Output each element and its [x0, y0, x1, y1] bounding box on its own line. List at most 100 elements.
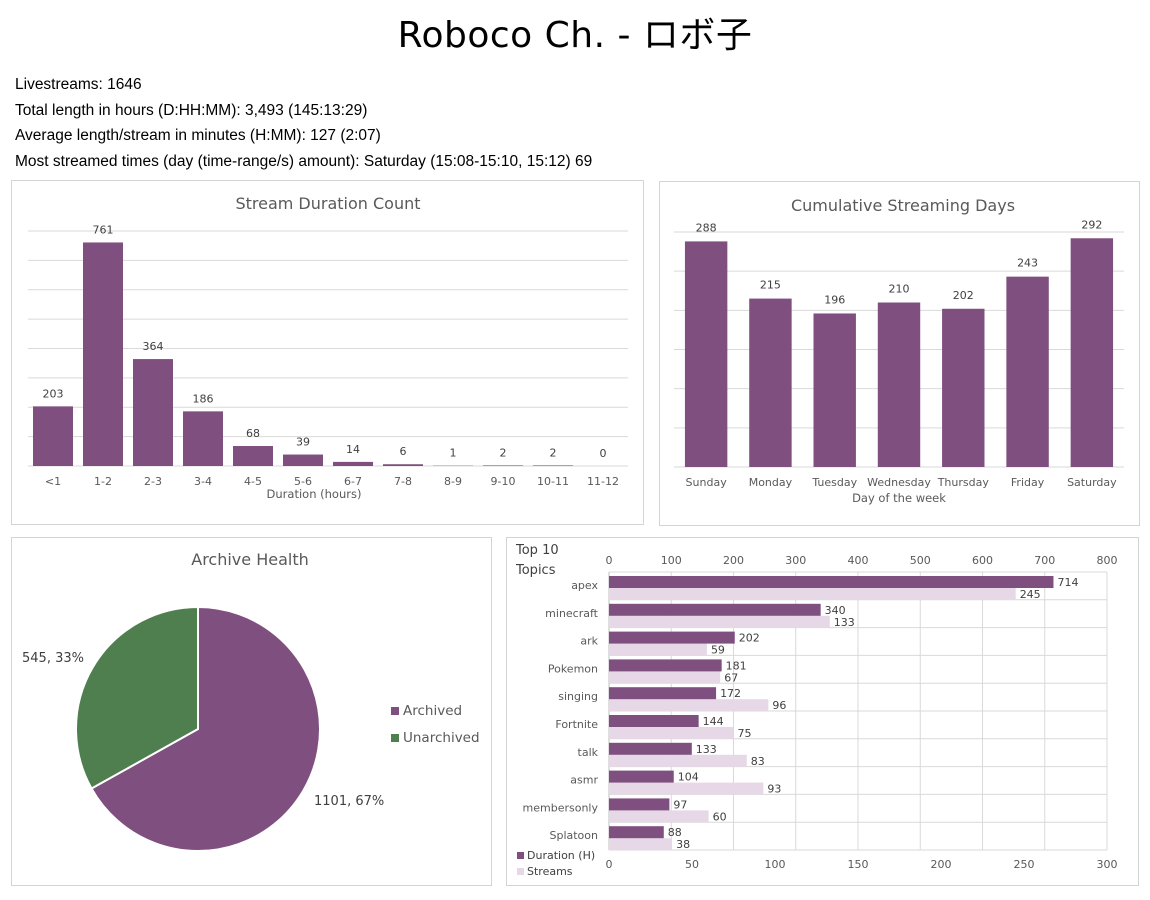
bar-streams-splatoon — [609, 838, 673, 851]
data-label-duration-ark: 202 — [739, 632, 760, 645]
stats-block: Livestreams: 1646 Total length in hours … — [15, 72, 592, 175]
data-label-5-6: 39 — [296, 436, 310, 449]
cumulative-days-chart: Cumulative Streaming Days 288 Sunday 215 Mon… — [659, 181, 1140, 526]
data-label-saturday: 292 — [1081, 218, 1102, 231]
x-tick-4-5: 4-5 — [244, 475, 262, 488]
x-tick-11-12: 11-12 — [587, 475, 619, 488]
category-label-ark: ark — [580, 635, 598, 648]
category-label-apex: apex — [571, 579, 598, 592]
stat-average-length: Average length/stream in minutes (H:MM):… — [15, 127, 381, 145]
stat-most-streamed-times: Most streamed times (day (time-range/s) … — [15, 153, 593, 171]
bar-5-6 — [283, 454, 323, 466]
bar-streams-pokemon — [609, 671, 721, 684]
x-tick-5-6: 5-6 — [294, 475, 312, 488]
bar-sunday — [684, 241, 728, 467]
bar-3-4 — [183, 411, 223, 466]
data-label-9-10: 2 — [500, 446, 507, 459]
top-topics-chart-svg: 0 100 200 300 400 500 600 700 800 0 50 100 150 200 250… — [515, 543, 1118, 878]
data-label-duration-asmr: 104 — [678, 771, 699, 784]
bottom-axis-tick-250: 250 — [1014, 858, 1035, 871]
bar-9-10 — [483, 465, 523, 466]
data-label-streams-talk: 83 — [751, 755, 765, 768]
bar-streams-apex — [609, 588, 1016, 600]
data-label-3-4: 186 — [193, 392, 214, 405]
bottom-axis-tick-0: 0 — [606, 858, 613, 871]
data-label-1-2: 761 — [93, 223, 114, 236]
top-axis-tick-400: 400 — [848, 554, 869, 567]
category-label-minecraft: minecraft — [545, 607, 599, 620]
data-label-streams-asmr: 93 — [767, 783, 781, 796]
data-label-streams-splatoon: 38 — [676, 838, 690, 851]
x-tick-tuesday: Tuesday — [811, 476, 857, 489]
bar-1 — [33, 406, 73, 466]
data-label-1: 203 — [43, 387, 64, 400]
data-label-streams-apex: 245 — [1020, 588, 1041, 601]
bar-duration-ark — [609, 631, 735, 644]
x-tick-3-4: 3-4 — [194, 475, 212, 488]
bar-duration-splatoon — [609, 826, 664, 839]
data-label-streams-pokemon: 67 — [724, 671, 738, 684]
top-axis-tick-500: 500 — [910, 554, 931, 567]
bar-duration-minecraft — [609, 603, 821, 616]
top-axis-tick-200: 200 — [723, 554, 744, 567]
x-tick-10-11: 10-11 — [537, 475, 569, 488]
data-label-11-12: 0 — [600, 447, 607, 460]
legend-swatch-duration-h — [517, 852, 524, 859]
chart-title: Cumulative Streaming Days — [791, 196, 1015, 215]
data-label-unarchived: 545, 33% — [22, 651, 84, 666]
x-tick-wednesday: Wednesday — [867, 476, 931, 489]
legend-swatch-streams — [517, 868, 524, 875]
top-axis-tick-800: 800 — [1097, 554, 1118, 567]
chart-title-line-1: Top 10 — [515, 543, 559, 558]
bar-duration-asmr — [609, 770, 674, 783]
data-label-streams-ark: 59 — [711, 644, 725, 657]
x-tick-8-9: 8-9 — [444, 475, 462, 488]
bar-saturday — [1070, 238, 1114, 467]
bottom-axis-tick-50: 50 — [685, 858, 699, 871]
bar-streams-singing — [609, 699, 769, 712]
data-label-duration-apex: 714 — [1057, 576, 1078, 589]
bar-streams-talk — [609, 754, 747, 767]
x-tick-friday: Friday — [1011, 476, 1045, 489]
bar-duration-membersonly — [609, 798, 670, 811]
data-label-2-3: 364 — [143, 340, 164, 353]
chart-title: Archive Health — [191, 550, 309, 569]
archive-health-chart: Archive Health 1101, 67% 545, 33% Archived U… — [11, 537, 492, 886]
data-label-tuesday: 196 — [824, 293, 845, 306]
data-label-archived: 1101, 67% — [314, 794, 384, 809]
bar-duration-singing — [609, 687, 717, 700]
top-axis-tick-0: 0 — [606, 554, 613, 567]
data-label-streams-membersonly: 60 — [713, 810, 727, 823]
category-label-membersonly: membersonly — [523, 801, 599, 814]
category-label-splatoon: Splatoon — [549, 829, 598, 842]
legend-label-unarchived: Unarchived — [403, 730, 480, 746]
stat-livestreams: Livestreams: 1646 — [15, 76, 142, 93]
data-label-duration-minecraft: 340 — [825, 604, 846, 617]
pie-slice-unarchived — [75, 605, 199, 790]
x-tick-7-8: 7-8 — [394, 475, 412, 488]
bar-duration-apex — [609, 576, 1054, 588]
top-axis-tick-300: 300 — [785, 554, 806, 567]
page-title: Roboco Ch. - ロボ子 — [397, 15, 753, 56]
data-label-streams-minecraft: 133 — [834, 616, 855, 629]
data-label-thursday: 202 — [953, 289, 974, 302]
data-label-streams-singing: 96 — [772, 699, 786, 712]
bottom-axis-tick-300: 300 — [1097, 858, 1118, 871]
bar-tuesday — [813, 313, 856, 467]
bar-streams-asmr — [609, 782, 764, 795]
data-label-7-8: 6 — [400, 445, 407, 458]
chart-title: Stream Duration Count — [235, 194, 420, 213]
legend-swatch-archived — [391, 707, 399, 715]
bottom-axis-tick-100: 100 — [765, 858, 786, 871]
category-label-pokemon: Pokemon — [548, 662, 598, 675]
x-tick-1-2: 1-2 — [94, 475, 112, 488]
top-axis-tick-600: 600 — [972, 554, 993, 567]
x-tick-saturday: Saturday — [1067, 476, 1117, 489]
bar-4-5 — [233, 446, 273, 466]
bar-2-3 — [133, 359, 173, 466]
bar-wednesday — [877, 302, 921, 467]
x-tick-6-7: 6-7 — [344, 475, 362, 488]
cumulative-days-chart-svg: Cumulative Streaming Days 288 Sunday 215 Mon… — [674, 196, 1124, 505]
bar-duration-talk — [609, 742, 692, 755]
bar-10-11 — [533, 465, 573, 466]
